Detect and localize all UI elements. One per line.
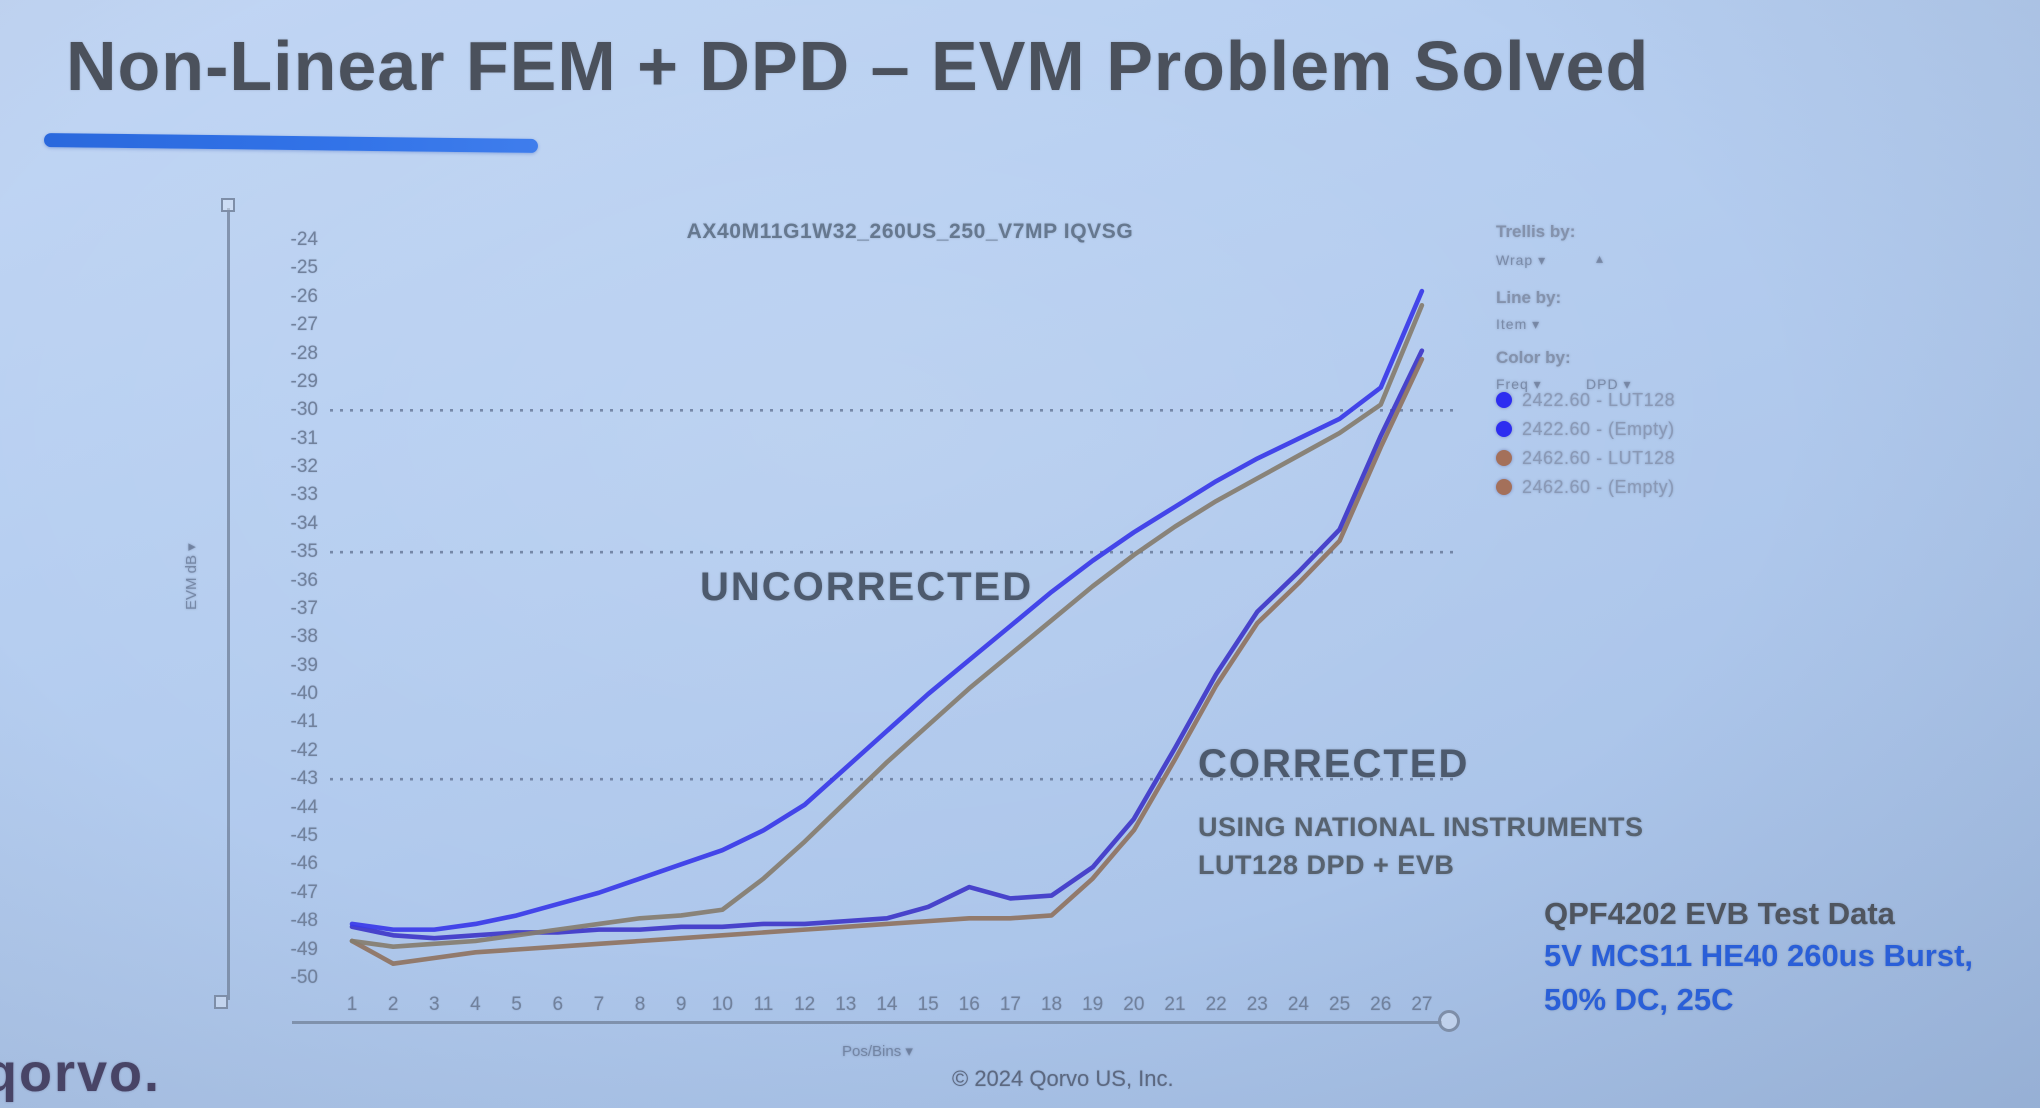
x-tick-label: 10 — [711, 994, 733, 1015]
y-axis-slider-track — [227, 208, 230, 1000]
chart-title: AX40M11G1W32_260US_250_V7MP IQVSG — [686, 220, 1134, 243]
color-by-dropdown-2[interactable]: DPD ▾ — [1586, 376, 1632, 392]
x-axis-field-selector[interactable]: Pos/Bins ▾ — [842, 1043, 913, 1060]
line-by-label: Line by: — [1496, 288, 1562, 307]
y-axis-ticks: -24 -25 -26 -27 -28 -29 -30 -31 -32 -33 -34 -35 -36 -… — [232, 0, 318, 1108]
x-tick-label: 26 — [1370, 994, 1392, 1015]
y-tick-label: -31 — [290, 427, 318, 449]
legend-item-label: 2462.60 - (Empty) — [1522, 476, 1675, 497]
y-tick-label: -41 — [290, 711, 318, 733]
page-title: Non-Linear FEM + DPD – EVM Problem Solve… — [66, 27, 1650, 105]
x-tick-label: 7 — [593, 994, 605, 1015]
x-tick-label: 16 — [958, 994, 980, 1015]
legend-dot-icon — [1496, 479, 1512, 495]
y-tick-label: -47 — [290, 881, 318, 903]
y-tick-label: -36 — [290, 569, 318, 591]
x-axis-slider-handle[interactable] — [1438, 1010, 1460, 1032]
y-tick-label: -34 — [290, 512, 318, 534]
x-tick-label: 4 — [470, 994, 481, 1015]
x-tick-label: 1 — [346, 994, 358, 1015]
y-tick-label: -33 — [290, 484, 318, 506]
legend-dot-icon — [1496, 392, 1512, 408]
y-tick-label: -35 — [290, 541, 318, 563]
trellis-by-label: Trellis by: — [1496, 222, 1576, 241]
annotation-corrected-detail-1: USING NATIONAL INSTRUMENTS — [1198, 812, 1644, 842]
x-tick-label: 27 — [1411, 994, 1433, 1015]
x-tick-label: 21 — [1164, 994, 1186, 1015]
x-tick-label: 3 — [429, 994, 440, 1015]
x-tick-label: 11 — [753, 994, 774, 1015]
legend-dot-icon — [1496, 450, 1512, 466]
y-tick-label: -38 — [290, 626, 318, 648]
line-by-dropdown[interactable]: Item ▾ — [1496, 316, 1541, 332]
copyright-text: © 2024 Qorvo US, Inc. — [952, 1066, 1174, 1091]
y-tick-label: -28 — [290, 342, 318, 364]
y-tick-label: -37 — [290, 597, 318, 619]
y-tick-label: -48 — [290, 910, 318, 932]
legend-item-label: 2422.60 - LUT128 — [1522, 389, 1676, 410]
annotation-corrected-detail-2: LUT128 DPD + EVB — [1198, 850, 1455, 880]
callout-conditions-1: 5V MCS11 HE40 260us Burst, — [1544, 938, 1974, 973]
y-tick-label: -42 — [290, 739, 318, 761]
legend-item-2462-empty[interactable]: 2462.60 - (Empty) — [1496, 475, 1675, 499]
y-tick-label: -50 — [290, 966, 318, 988]
y-axis-slider-handle-top[interactable] — [221, 198, 235, 212]
y-tick-label: -30 — [290, 399, 318, 421]
color-by-label: Color by: — [1496, 348, 1571, 367]
y-tick-label: -39 — [290, 654, 318, 676]
callout-device: QPF4202 EVB Test Data — [1544, 896, 1895, 931]
qorvo-logo: qorvo. — [0, 1043, 162, 1103]
x-tick-label: 22 — [1205, 994, 1227, 1015]
x-tick-label: 5 — [511, 994, 522, 1015]
annotation-corrected: CORRECTED — [1198, 742, 1470, 786]
y-tick-label: -45 — [290, 824, 318, 846]
legend-item-2422-lut128[interactable]: 2422.60 - LUT128 — [1496, 388, 1675, 412]
x-tick-label: 20 — [1123, 994, 1145, 1015]
y-tick-label: -25 — [290, 257, 318, 279]
x-tick-label: 12 — [794, 994, 816, 1015]
y-tick-label: -26 — [290, 285, 318, 307]
y-tick-label: -29 — [290, 370, 318, 392]
x-tick-label: 19 — [1082, 994, 1104, 1015]
x-tick-label: 23 — [1246, 994, 1268, 1015]
y-tick-label: -32 — [290, 456, 318, 478]
x-tick-label: 25 — [1329, 994, 1351, 1015]
y-tick-label: -43 — [290, 768, 318, 790]
trellis-sort-icon[interactable]: ▴ — [1596, 250, 1605, 266]
x-axis-slider-track — [292, 1021, 1442, 1024]
y-tick-label: -49 — [290, 938, 318, 960]
legend-item-2462-lut128[interactable]: 2462.60 - LUT128 — [1496, 446, 1675, 470]
y-axis-field-selector[interactable]: EVM dB ▾ — [183, 543, 200, 610]
x-tick-label: 6 — [552, 994, 564, 1015]
x-tick-label: 13 — [835, 994, 857, 1015]
y-axis-slider-handle-bottom[interactable] — [214, 995, 228, 1009]
legend-item-label: 2462.60 - LUT128 — [1522, 447, 1676, 468]
x-tick-label: 15 — [917, 994, 939, 1015]
x-tick-label: 2 — [387, 994, 399, 1015]
x-tick-label: 17 — [999, 994, 1021, 1015]
y-tick-label: -40 — [290, 683, 318, 705]
y-tick-label: -27 — [290, 314, 318, 336]
legend-dot-icon — [1496, 421, 1512, 437]
x-tick-label: 9 — [675, 994, 687, 1015]
y-tick-label: -24 — [290, 229, 318, 250]
trellis-by-dropdown[interactable]: Wrap ▾ — [1496, 252, 1547, 268]
x-tick-label: 8 — [634, 994, 646, 1015]
x-tick-label: 14 — [876, 994, 898, 1015]
legend-item-label: 2422.60 - (Empty) — [1522, 418, 1675, 439]
callout-conditions-2: 50% DC, 25C — [1544, 982, 1734, 1017]
annotation-uncorrected: UNCORRECTED — [700, 565, 1034, 609]
x-tick-label: 24 — [1287, 994, 1309, 1015]
legend-item-2422-empty[interactable]: 2422.60 - (Empty) — [1496, 417, 1675, 441]
x-tick-label: 18 — [1040, 994, 1063, 1015]
y-tick-label: -46 — [290, 853, 318, 875]
y-tick-label: -44 — [290, 796, 318, 818]
color-by-dropdown-1[interactable]: Freq ▾ — [1496, 376, 1542, 392]
